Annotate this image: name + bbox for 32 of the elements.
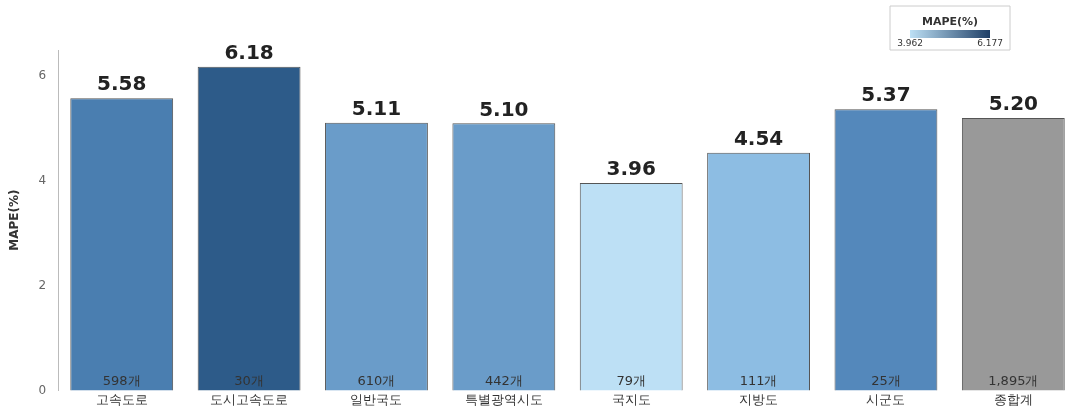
x-tick-label: 특별광역시도 xyxy=(464,391,543,407)
y-tick-label: 2 xyxy=(38,277,47,292)
data-label: 3.96 xyxy=(606,156,656,181)
x-tick-label: 국지도 xyxy=(611,391,651,407)
color-bar-title: MAPE(%) xyxy=(7,189,22,251)
y-tick-label: 6 xyxy=(38,68,47,83)
data-label: 5.10 xyxy=(479,96,529,121)
annotation: 610개 xyxy=(357,373,396,389)
annotation: 442개 xyxy=(484,373,523,389)
data-label: 5.37 xyxy=(861,82,911,107)
annotation: 25개 xyxy=(871,373,901,389)
annotation: 598개 xyxy=(102,373,141,389)
data-label: 4.54 xyxy=(733,125,784,150)
data-label: 6.18 xyxy=(224,39,274,64)
x-tick-label: 지방도 xyxy=(739,391,779,407)
data-label: 5.11 xyxy=(351,96,402,120)
data-label: 5.58 xyxy=(97,71,147,96)
y-axis-title: MAPE(%) xyxy=(921,15,979,29)
annotation: 1,895개 xyxy=(988,373,1039,389)
color-bar-label: 6.177 xyxy=(977,37,1003,48)
y-tick-label: 0 xyxy=(38,382,47,397)
x-tick-label: 종합계 xyxy=(993,391,1033,407)
color-bar-label: 3.962 xyxy=(897,37,923,48)
annotation: 111개 xyxy=(739,373,778,389)
data-label: 5.20 xyxy=(988,91,1038,116)
x-tick-label: 일반국도 xyxy=(350,391,403,407)
y-tick-label: 4 xyxy=(38,173,47,188)
annotation: 30개 xyxy=(234,373,264,389)
x-tick-label: 고속도로 xyxy=(95,391,148,407)
annotation: 79개 xyxy=(616,373,646,389)
x-tick-label: 시군도 xyxy=(866,391,906,407)
x-tick-label: 도시고속도로 xyxy=(210,391,289,407)
